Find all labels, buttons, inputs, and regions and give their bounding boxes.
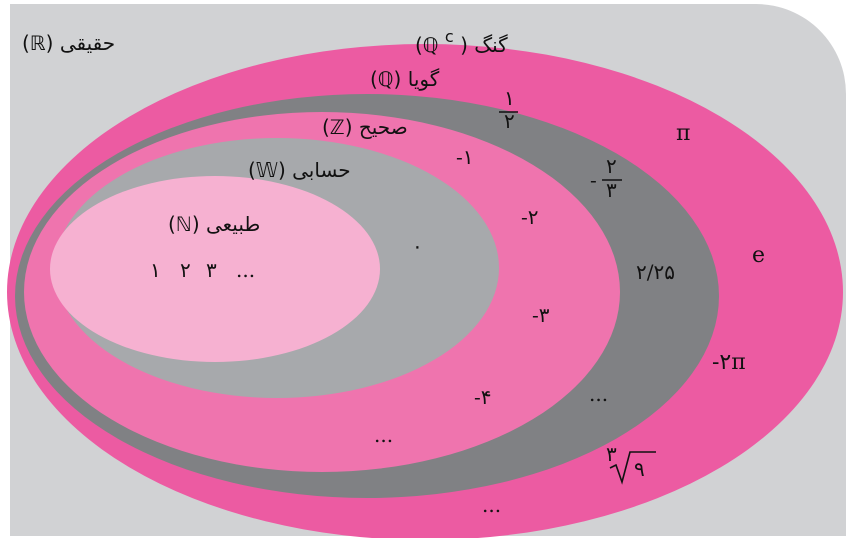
neg-two-thirds-numerator: ۲ <box>606 154 617 178</box>
rational-member-dots: ... <box>589 382 608 406</box>
whole-member-zero: ۰ <box>412 234 423 258</box>
whole-set-symbol: (𝕎) <box>248 158 286 182</box>
natural-set-label: (ℕ) طبیعی <box>168 212 260 236</box>
natural-set-word: طبیعی <box>206 212 260 236</box>
natural-set-symbol: (ℕ) <box>168 212 200 236</box>
natural-member-dots: ... <box>236 258 255 282</box>
integer-member-neg2: -۲ <box>521 205 539 229</box>
cube-root-radicand: ۹ <box>634 457 645 481</box>
irrational-set-close: ) <box>460 33 468 57</box>
irrational-member-e: e <box>752 243 765 268</box>
rational-set-symbol: (ℚ) <box>370 67 401 91</box>
irrational-member-dots: ... <box>482 493 501 517</box>
integer-set-label: (ℤ) صحیح <box>322 115 408 139</box>
rational-member-half: ۱ ۲ <box>499 86 518 133</box>
half-numerator: ۱ <box>504 86 515 110</box>
natural-numbers-region <box>50 176 380 362</box>
rational-member-decimal: ۲/۲۵ <box>636 260 675 284</box>
radical-sign <box>609 451 656 485</box>
integer-member-neg1: -۱ <box>456 145 474 169</box>
irrational-set-word: گنگ <box>474 33 508 57</box>
integer-member-neg4: -۴ <box>474 385 492 409</box>
neg-two-thirds-sign: - <box>590 168 597 192</box>
irrational-set-sup: c <box>445 27 454 46</box>
irrational-set-symbol: (ℚ <box>415 33 439 57</box>
natural-member-3: ۳ <box>206 258 217 282</box>
irrational-member-neg2pi: -۲π <box>712 350 746 375</box>
whole-set-word: حسابی <box>292 158 351 182</box>
integer-member-dots: ... <box>374 423 393 447</box>
integer-set-symbol: (ℤ) <box>322 115 353 139</box>
rational-set-label: (ℚ) گویا <box>370 67 440 91</box>
irrational-set-label: (ℚ c ) گنگ <box>415 23 508 57</box>
integer-member-neg3: -۳ <box>532 303 550 327</box>
natural-member-2: ۲ <box>180 258 191 282</box>
integer-set-word: صحیح <box>359 115 408 139</box>
irrational-member-cube-root-nine: ۳ ۹ <box>606 442 656 485</box>
real-set-label: (ℝ) حقیقی <box>22 31 115 55</box>
real-set-word: حقیقی <box>60 31 115 55</box>
half-denominator: ۲ <box>504 109 515 133</box>
irrational-member-pi: π <box>676 121 690 146</box>
rational-member-neg-two-thirds: - ۲ ۳ <box>590 154 622 202</box>
cube-root-index: ۳ <box>606 442 617 466</box>
real-set-symbol: (ℝ) <box>22 31 53 55</box>
natural-member-1: ۱ <box>150 258 161 282</box>
rational-set-word: گویا <box>408 67 440 91</box>
whole-set-label: (𝕎) حسابی <box>248 158 351 182</box>
neg-two-thirds-denominator: ۳ <box>606 178 617 202</box>
